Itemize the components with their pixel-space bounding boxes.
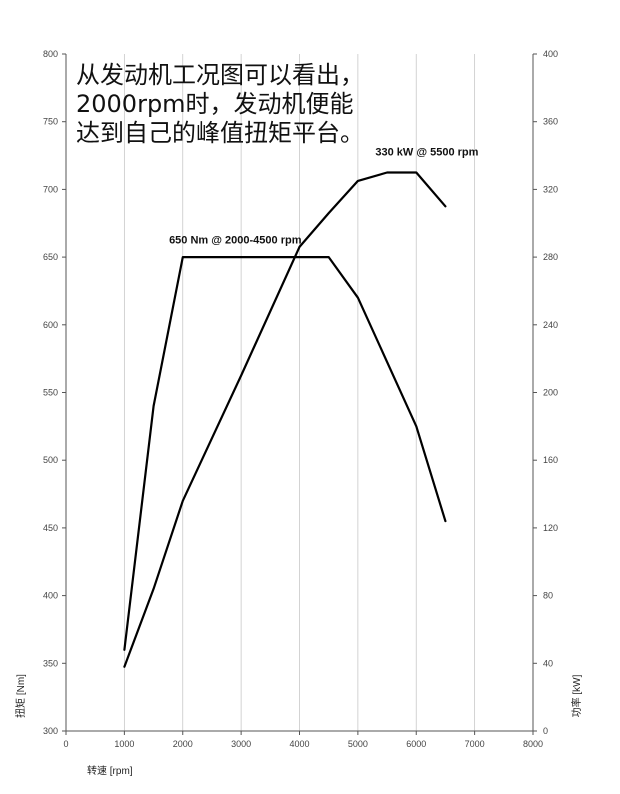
x-tick-label-4000: 4000	[289, 739, 309, 749]
series-lines	[123, 171, 447, 668]
y-left-tick-label-700: 700	[43, 184, 58, 194]
y-right-axis-title: 功率 [kW]	[570, 674, 583, 717]
y-left-tick-label-650: 650	[43, 252, 58, 262]
annotation-0: 650 Nm @ 2000-4500 rpm	[169, 235, 302, 247]
y-left-tick-label-400: 400	[43, 591, 58, 601]
axes	[62, 53, 537, 735]
y-right-tick-label-200: 200	[543, 388, 558, 398]
x-tick-label-2000: 2000	[173, 739, 193, 749]
y-right-tick-label-120: 120	[543, 523, 558, 533]
y-right-tick-label-80: 80	[543, 591, 553, 601]
y-right-tick-label-280: 280	[543, 252, 558, 262]
y-right-tick-label-0: 0	[543, 726, 548, 736]
y-right-tick-label-160: 160	[543, 455, 558, 465]
x-tick-label-5000: 5000	[348, 739, 368, 749]
y-left-tick-label-600: 600	[43, 320, 58, 330]
y-right-tick-label-40: 40	[543, 658, 553, 668]
annotations: 650 Nm @ 2000-4500 rpm 330 kW @ 5500 rpm	[169, 147, 479, 247]
y-left-tick-label-300: 300	[43, 726, 58, 736]
y-left-tick-label-450: 450	[43, 523, 58, 533]
x-tick-label-8000: 8000	[523, 739, 543, 749]
y-right-tick-label-400: 400	[543, 49, 558, 59]
y-right-tick-label-320: 320	[543, 184, 558, 194]
caption-line-2: 2000rpm时，发动机便能	[76, 90, 354, 118]
series-line-power	[123, 171, 447, 668]
series-line-torque	[123, 256, 447, 651]
axis-labels: 转速 [rpm] 扭矩 [Nm] 功率 [kW]	[14, 674, 583, 777]
x-tick-label-6000: 6000	[406, 739, 426, 749]
y-right-tick-label-360: 360	[543, 117, 558, 127]
y-left-tick-label-350: 350	[43, 658, 58, 668]
y-left-tick-label-550: 550	[43, 388, 58, 398]
x-tick-label-1000: 1000	[114, 739, 134, 749]
x-tick-label-3000: 3000	[231, 739, 251, 749]
y-left-axis-title: 扭矩 [Nm]	[14, 674, 27, 718]
x-tick-label-0: 0	[63, 739, 68, 749]
y-left-tick-label-500: 500	[43, 455, 58, 465]
caption-line-3: 达到自己的峰值扭矩平台。	[76, 119, 364, 147]
x-tick-label-7000: 7000	[465, 739, 485, 749]
y-left-tick-label-750: 750	[43, 117, 58, 127]
caption-line-1: 从发动机工况图可以看出，	[76, 61, 364, 89]
y-left-tick-label-800: 800	[43, 49, 58, 59]
x-axis-title: 转速 [rpm]	[87, 764, 133, 777]
grid-lines	[123, 54, 476, 731]
y-right-tick-label-240: 240	[543, 320, 558, 330]
tick-labels: 0 1000 2000 3000 4000 5000 6000 7000 80003003504…	[43, 49, 558, 749]
caption: 从发动机工况图可以看出， 2000rpm时，发动机便能 达到自己的峰值扭矩平台。	[76, 61, 364, 147]
annotation-1: 330 kW @ 5500 rpm	[375, 147, 478, 159]
